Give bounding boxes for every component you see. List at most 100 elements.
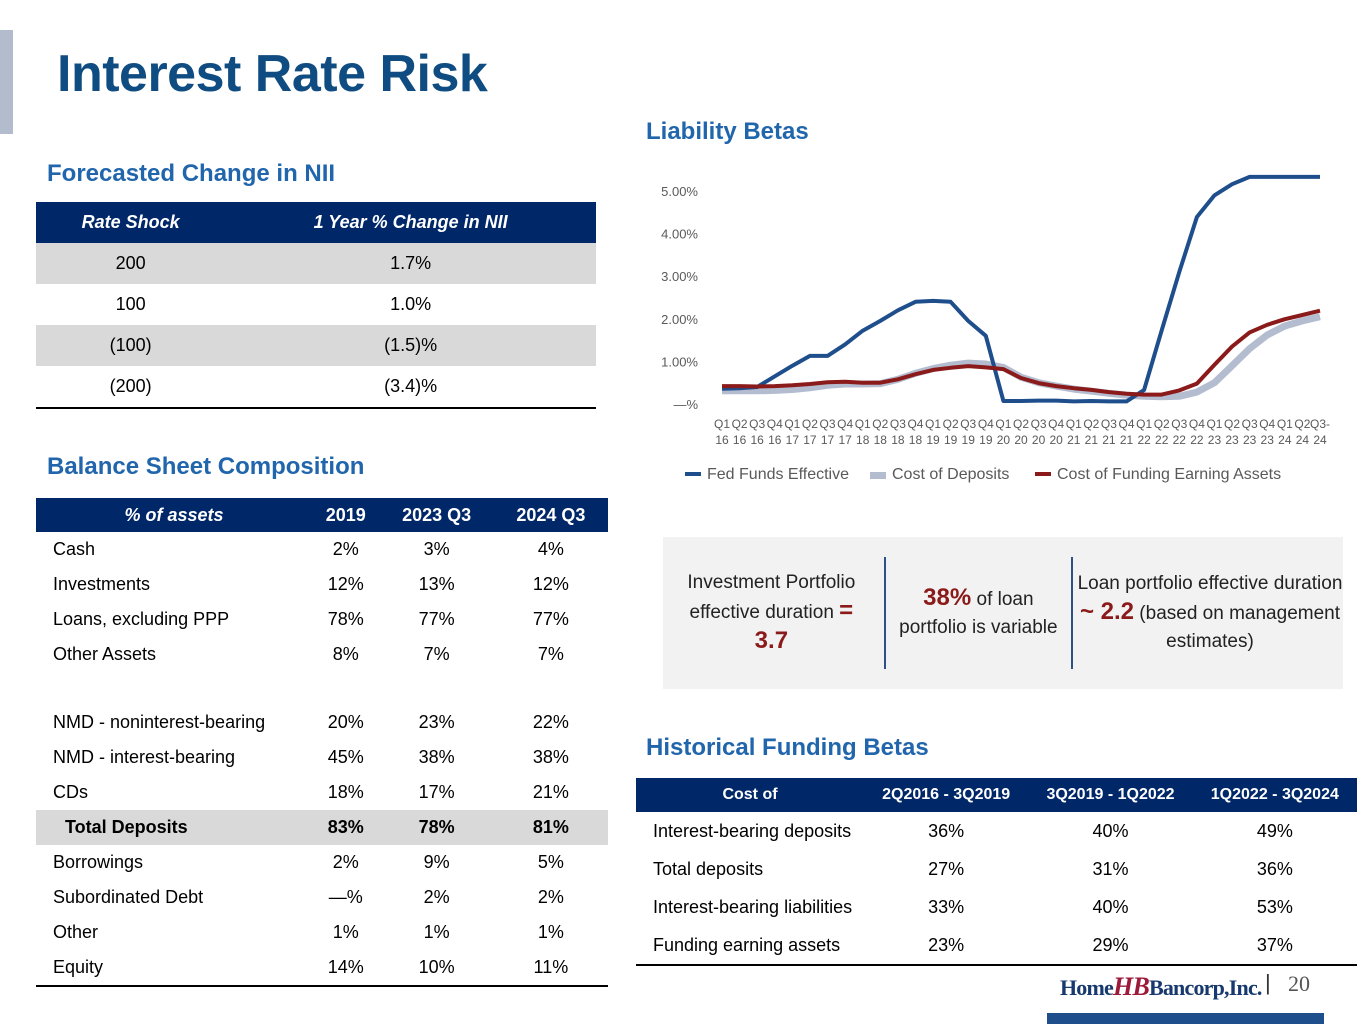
x-tick-label: Q4 (837, 417, 853, 431)
y-tick-label: —% (673, 397, 698, 412)
balance-row: Equity 14% 10% 11% (36, 950, 608, 986)
funding-row: Total deposits 27% 31% 36% (636, 850, 1357, 888)
x-tick-label: 21 (1085, 433, 1099, 447)
logo-hb-mark: HB (1113, 972, 1150, 1001)
balance-cell: 45% (327, 747, 364, 767)
callout-equals: = (839, 597, 854, 624)
x-tick-label: 16 (768, 433, 782, 447)
footer-bar (1047, 1013, 1324, 1024)
nii-cell: 1.0% (390, 294, 432, 314)
x-tick-label: 22 (1173, 433, 1187, 447)
balance-cell: 12% (532, 574, 569, 594)
spacer-cell (36, 672, 312, 705)
balance-col-header: 2024 Q3 (493, 498, 608, 532)
logo-bancorp: Bancorp,Inc. (1148, 975, 1262, 1000)
balance-row: Other 1% 1% 1% (36, 915, 608, 950)
x-tick-label: Q1 (1277, 417, 1293, 431)
balance-cell: 7% (537, 644, 564, 664)
callout-divider (883, 557, 886, 669)
balance-cell: 20% (327, 712, 364, 732)
balance-row-label: NMD - noninterest-bearing (53, 712, 266, 732)
funding-cell: 23% (928, 934, 965, 955)
balance-cell: 2% (537, 887, 564, 907)
x-tick-label: 18 (891, 433, 905, 447)
balance-cell: 5% (537, 852, 564, 872)
nii-row: (100) (1.5)% (36, 325, 596, 366)
balance-cell: 38% (532, 747, 569, 767)
balance-row: NMD - interest-bearing 45% 38% 38% (36, 740, 608, 775)
balance-cell: 23% (418, 712, 455, 732)
variable-loan-value: 38% (923, 584, 972, 611)
x-tick-label: 23 (1208, 433, 1222, 447)
accent-bar (0, 30, 13, 134)
balance-row-label: Equity (53, 957, 104, 977)
balance-cell: 17% (418, 782, 455, 802)
x-tick-label: 22 (1155, 433, 1169, 447)
x-tick-label: Q4 (1259, 417, 1275, 431)
callout-text: Investment Portfolio effective duration (687, 572, 856, 623)
x-tick-label: 19 (926, 433, 940, 447)
balance-row-label: Borrowings (53, 852, 144, 872)
x-tick-label: Q2 (1154, 417, 1170, 431)
x-tick-label: Q3 (1101, 417, 1117, 431)
funding-cell: 37% (1256, 934, 1293, 955)
x-tick-label: Q4 (767, 417, 783, 431)
footer-separator: | (1265, 970, 1271, 995)
y-tick-label: 3.00% (661, 269, 698, 284)
legend-swatch (1035, 472, 1051, 476)
x-tick-label: 18 (874, 433, 888, 447)
legend-label: Cost of Deposits (892, 466, 1009, 483)
balance-row: Cash 2% 3% 4% (36, 532, 608, 567)
balance-row: Subordinated Debt —% 2% 2% (36, 880, 608, 915)
balance-cell: 9% (423, 852, 450, 872)
legend-swatch (870, 472, 886, 479)
x-tick-label: 20 (997, 433, 1011, 447)
x-tick-label: Q4 (1189, 417, 1205, 431)
funding-cell: 40% (1092, 820, 1129, 841)
nii-heading: Forecasted Change in NII (47, 160, 336, 187)
balance-cell: 21% (532, 782, 569, 802)
balance-row: Other Assets 8% 7% 7% (36, 637, 608, 672)
balance-row-label: Cash (53, 539, 96, 559)
x-tick-label: Q4 (1048, 417, 1064, 431)
balance-row-label: Subordinated Debt (53, 887, 204, 907)
liability-heading: Liability Betas (646, 118, 809, 145)
funding-cell: 40% (1092, 896, 1129, 917)
funding-col-header: 1Q2022 - 3Q2024 (1192, 778, 1357, 812)
x-tick-label: Q1 (784, 417, 800, 431)
x-tick-label: 22 (1190, 433, 1204, 447)
x-tick-label: Q3 (1242, 417, 1258, 431)
x-tick-label: Q3 (890, 417, 906, 431)
nii-cell: (200) (109, 376, 152, 396)
balance-cell: 22% (532, 712, 569, 732)
balance-cell: 18% (327, 782, 364, 802)
x-tick-label: Q4 (907, 417, 923, 431)
spacer-cell (494, 672, 608, 705)
x-tick-label: 24 (1296, 433, 1310, 447)
funding-row: Interest-bearing liabilities 33% 40% 53% (636, 888, 1357, 926)
x-tick-label: Q1 (714, 417, 730, 431)
x-tick-label: Q2 (1294, 417, 1310, 431)
x-tick-label: 16 (733, 433, 747, 447)
balance-cell: —% (328, 887, 363, 907)
x-tick-label: 18 (856, 433, 870, 447)
balance-cell: 1% (537, 922, 564, 942)
x-tick-label: Q3 (749, 417, 765, 431)
x-tick-label: Q1 (1136, 417, 1152, 431)
x-tick-label: 20 (1014, 433, 1028, 447)
balance-cell: 7% (423, 644, 450, 664)
y-tick-label: 5.00% (661, 184, 698, 199)
callout-text: Loan portfolio effective duration (1077, 573, 1343, 594)
x-tick-label: Q2 (872, 417, 888, 431)
balance-row: CDs 18% 17% 21% (36, 775, 608, 810)
nii-cell: 1.7% (225, 243, 596, 284)
balance-row-label: CDs (53, 782, 88, 802)
nii-cell: (3.4)% (384, 376, 438, 396)
balance-row: Total Deposits 83% 78% 81% (36, 810, 608, 845)
balance-cell: 77% (532, 609, 569, 629)
balance-cell: 77% (418, 609, 455, 629)
x-tick-label: 20 (1049, 433, 1063, 447)
funding-row-label: Funding earning assets (653, 934, 841, 955)
x-tick-label: 22 (1137, 433, 1151, 447)
legend-label: Cost of Funding Earning Assets (1057, 466, 1281, 483)
